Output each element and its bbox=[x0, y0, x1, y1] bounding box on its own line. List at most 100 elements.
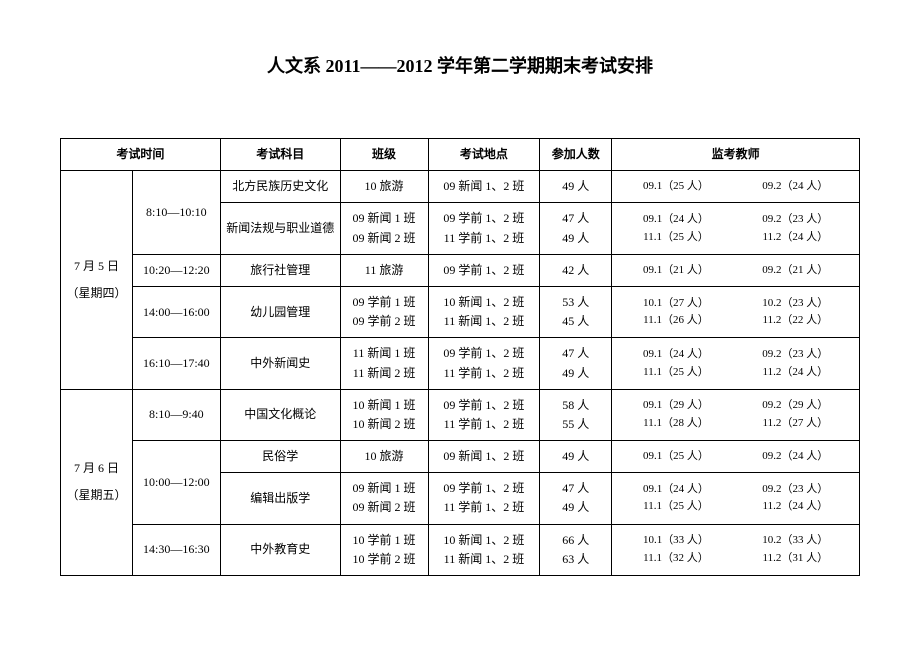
class-line: 11 新闻 2 班 bbox=[345, 364, 424, 383]
count-cell: 49 人 bbox=[540, 171, 612, 203]
date-line1: 7 月 6 日 bbox=[65, 459, 128, 478]
table-body: 7 月 5 日（星期四）8:10—10:10北方民族历史文化10 旅游09 新闻… bbox=[61, 171, 860, 576]
table-row: 7 月 6 日（星期五）8:10—9:40中国文化概论10 新闻 1 班10 新… bbox=[61, 389, 860, 440]
count-line: 47 人 bbox=[544, 479, 607, 498]
class-line: 09 新闻 1 班 bbox=[345, 479, 424, 498]
class-cell: 11 新闻 1 班11 新闻 2 班 bbox=[340, 338, 428, 389]
proctor-cell: 10.1（33 人）10.2（33 人）11.1（32 人）11.2（31 人） bbox=[612, 524, 860, 575]
class-cell: 10 学前 1 班10 学前 2 班 bbox=[340, 524, 428, 575]
class-line: 10 旅游 bbox=[345, 447, 424, 466]
header-class: 班级 bbox=[340, 139, 428, 171]
location-cell: 09 学前 1、2 班11 学前 1、2 班 bbox=[428, 338, 540, 389]
proctor-right: 11.2（22 人） bbox=[738, 312, 853, 330]
location-cell: 09 学前 1、2 班11 学前 1、2 班 bbox=[428, 389, 540, 440]
location-cell: 09 新闻 1、2 班 bbox=[428, 171, 540, 203]
table-row: 10:20—12:20旅行社管理11 旅游09 学前 1、2 班42 人09.1… bbox=[61, 254, 860, 286]
proctor-left: 11.1（25 人） bbox=[619, 229, 734, 247]
count-line: 63 人 bbox=[544, 550, 607, 569]
proctor-cell: 09.1（25 人）09.2（24 人） bbox=[612, 441, 860, 473]
header-proctor: 监考教师 bbox=[612, 139, 860, 171]
class-cell: 09 新闻 1 班09 新闻 2 班 bbox=[340, 473, 428, 524]
table-row: 7 月 5 日（星期四）8:10—10:10北方民族历史文化10 旅游09 新闻… bbox=[61, 171, 860, 203]
table-row: 10:00—12:00民俗学10 旅游09 新闻 1、2 班49 人09.1（2… bbox=[61, 441, 860, 473]
location-line: 09 新闻 1、2 班 bbox=[433, 177, 536, 196]
proctor-left: 10.1（33 人） bbox=[619, 532, 734, 550]
proctor-right: 11.2（31 人） bbox=[738, 550, 853, 568]
count-line: 66 人 bbox=[544, 531, 607, 550]
proctor-right: 09.2（23 人） bbox=[738, 481, 853, 499]
subject-cell: 旅行社管理 bbox=[220, 254, 340, 286]
time-cell: 8:10—10:10 bbox=[132, 171, 220, 255]
time-cell: 14:00—16:00 bbox=[132, 286, 220, 337]
proctor-right: 11.2（24 人） bbox=[738, 364, 853, 382]
location-line: 11 新闻 1、2 班 bbox=[433, 550, 536, 569]
proctor-cell: 09.1（29 人）09.2（29 人）11.1（28 人）11.2（27 人） bbox=[612, 389, 860, 440]
date-line2: （星期五） bbox=[65, 486, 128, 505]
proctor-left: 09.1（21 人） bbox=[619, 262, 734, 280]
location-cell: 09 学前 1、2 班11 学前 1、2 班 bbox=[428, 203, 540, 254]
proctor-left: 11.1（26 人） bbox=[619, 312, 734, 330]
proctor-left: 11.1（25 人） bbox=[619, 364, 734, 382]
count-line: 47 人 bbox=[544, 344, 607, 363]
class-line: 09 新闻 2 班 bbox=[345, 498, 424, 517]
table-row: 16:10—17:40中外新闻史11 新闻 1 班11 新闻 2 班09 学前 … bbox=[61, 338, 860, 389]
proctor-right: 11.2（24 人） bbox=[738, 498, 853, 516]
location-line: 09 学前 1、2 班 bbox=[433, 396, 536, 415]
count-cell: 42 人 bbox=[540, 254, 612, 286]
class-cell: 09 学前 1 班09 学前 2 班 bbox=[340, 286, 428, 337]
header-subject: 考试科目 bbox=[220, 139, 340, 171]
subject-cell: 民俗学 bbox=[220, 441, 340, 473]
class-cell: 10 旅游 bbox=[340, 441, 428, 473]
location-cell: 09 新闻 1、2 班 bbox=[428, 441, 540, 473]
proctor-left: 09.1（25 人） bbox=[619, 448, 734, 466]
proctor-left: 11.1（25 人） bbox=[619, 498, 734, 516]
class-line: 10 新闻 2 班 bbox=[345, 415, 424, 434]
count-cell: 49 人 bbox=[540, 441, 612, 473]
page-title: 人文系 2011——2012 学年第二学期期末考试安排 bbox=[60, 52, 860, 78]
proctor-right: 09.2（23 人） bbox=[738, 346, 853, 364]
class-cell: 10 旅游 bbox=[340, 171, 428, 203]
count-line: 45 人 bbox=[544, 312, 607, 331]
proctor-cell: 09.1（24 人）09.2（23 人）11.1（25 人）11.2（24 人） bbox=[612, 338, 860, 389]
time-cell: 10:00—12:00 bbox=[132, 441, 220, 525]
time-cell: 16:10—17:40 bbox=[132, 338, 220, 389]
proctor-left: 11.1（32 人） bbox=[619, 550, 734, 568]
proctor-left: 09.1（24 人） bbox=[619, 211, 734, 229]
count-cell: 53 人45 人 bbox=[540, 286, 612, 337]
subject-cell: 中外教育史 bbox=[220, 524, 340, 575]
location-line: 10 新闻 1、2 班 bbox=[433, 531, 536, 550]
location-line: 09 新闻 1、2 班 bbox=[433, 447, 536, 466]
class-line: 10 新闻 1 班 bbox=[345, 396, 424, 415]
location-cell: 10 新闻 1、2 班11 新闻 1、2 班 bbox=[428, 286, 540, 337]
proctor-left: 09.1（29 人） bbox=[619, 397, 734, 415]
class-line: 10 学前 1 班 bbox=[345, 531, 424, 550]
subject-cell: 编辑出版学 bbox=[220, 473, 340, 524]
location-cell: 09 学前 1、2 班 bbox=[428, 254, 540, 286]
time-cell: 8:10—9:40 bbox=[132, 389, 220, 440]
count-line: 53 人 bbox=[544, 293, 607, 312]
count-line: 42 人 bbox=[544, 261, 607, 280]
location-line: 09 学前 1、2 班 bbox=[433, 261, 536, 280]
subject-cell: 新闻法规与职业道德 bbox=[220, 203, 340, 254]
proctor-right: 09.2（23 人） bbox=[738, 211, 853, 229]
class-line: 10 学前 2 班 bbox=[345, 550, 424, 569]
count-cell: 47 人49 人 bbox=[540, 338, 612, 389]
count-line: 47 人 bbox=[544, 209, 607, 228]
date-cell: 7 月 5 日（星期四） bbox=[61, 171, 133, 390]
table-header: 考试时间 考试科目 班级 考试地点 参加人数 监考教师 bbox=[61, 139, 860, 171]
proctor-left: 09.1（25 人） bbox=[619, 178, 734, 196]
location-line: 11 学前 1、2 班 bbox=[433, 364, 536, 383]
location-line: 09 学前 1、2 班 bbox=[433, 209, 536, 228]
date-cell: 7 月 6 日 （星期五） bbox=[61, 389, 133, 575]
time-cell: 10:20—12:20 bbox=[132, 254, 220, 286]
count-cell: 66 人63 人 bbox=[540, 524, 612, 575]
count-line: 55 人 bbox=[544, 415, 607, 434]
subject-cell: 幼儿园管理 bbox=[220, 286, 340, 337]
proctor-right: 11.2（27 人） bbox=[738, 415, 853, 433]
date-line1: 7 月 5 日 bbox=[65, 257, 128, 276]
proctor-right: 09.2（24 人） bbox=[738, 448, 853, 466]
proctor-cell: 09.1（21 人）09.2（21 人） bbox=[612, 254, 860, 286]
proctor-cell: 09.1（24 人）09.2（23 人）11.1（25 人）11.2（24 人） bbox=[612, 203, 860, 254]
count-line: 49 人 bbox=[544, 447, 607, 466]
proctor-right: 10.2（23 人） bbox=[738, 295, 853, 313]
